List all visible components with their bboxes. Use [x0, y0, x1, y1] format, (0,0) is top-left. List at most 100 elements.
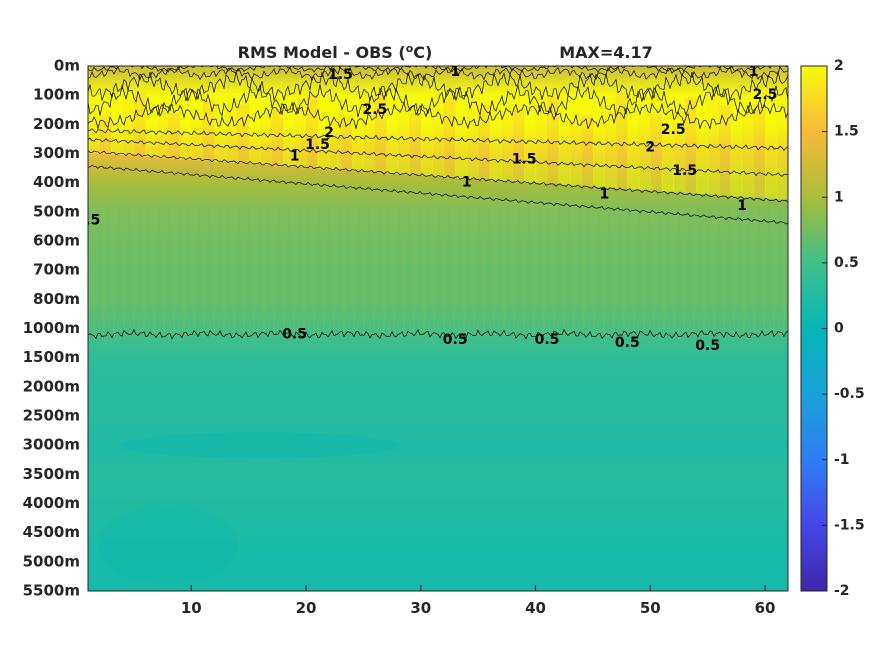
- field-column: [753, 107, 766, 198]
- colorbar-tick-label: 0: [834, 321, 844, 337]
- field-stripe: [88, 206, 90, 338]
- field-stripe: [693, 206, 695, 338]
- field-stripe: [213, 206, 215, 338]
- field-stripe: [783, 206, 785, 338]
- field-stripe: [648, 206, 650, 338]
- field-column: [489, 113, 502, 181]
- field-stripe: [193, 206, 195, 338]
- field-column: [271, 108, 284, 166]
- y-tick-label: 4500m: [23, 523, 80, 541]
- field-stripe: [698, 206, 700, 338]
- field-column: [719, 105, 732, 196]
- field-stripe: [558, 206, 560, 338]
- field-stripe: [153, 206, 155, 338]
- field-stripe: [103, 206, 105, 338]
- field-stripe: [553, 206, 555, 338]
- contour-line: [88, 149, 788, 203]
- field-column: [386, 95, 399, 174]
- contour-line: [88, 84, 788, 118]
- contour-label: 1: [290, 148, 300, 164]
- field-stripe: [473, 206, 475, 338]
- contour-label: 0.5: [615, 335, 640, 351]
- field-column: [179, 115, 192, 160]
- field-stripe: [398, 206, 400, 338]
- x-axis-ticks: 10 20 30 40 50 60: [181, 585, 775, 617]
- field-stripe: [758, 206, 760, 338]
- contour-label: 1: [737, 198, 747, 214]
- field-column: [99, 115, 112, 155]
- field-stripe: [468, 206, 470, 338]
- field-stripe: [673, 206, 675, 338]
- field-column: [615, 92, 628, 189]
- field-stripe: [278, 206, 280, 338]
- field-stripe: [658, 206, 660, 338]
- field-stripe: [718, 206, 720, 338]
- field-stripe: [408, 206, 410, 338]
- field-stripe: [603, 206, 605, 338]
- colorbar-tick-label: 1.5: [834, 124, 859, 140]
- contour-label: 0.5: [282, 326, 307, 342]
- contour-label: 1: [450, 64, 460, 80]
- field-texture: [88, 92, 788, 585]
- field-stripe: [568, 206, 570, 338]
- field-stripe: [418, 206, 420, 338]
- field-stripe: [133, 206, 135, 338]
- field-stripe: [573, 206, 575, 338]
- y-tick-label: 2000m: [23, 377, 80, 395]
- contour-line: [88, 100, 788, 130]
- field-stripe: [223, 206, 225, 338]
- contour-label: 0.5: [76, 213, 101, 229]
- field-stripe: [618, 206, 620, 338]
- field-stripe: [528, 206, 530, 338]
- field-stripe: [393, 206, 395, 338]
- field-stripe: [388, 206, 390, 338]
- field-stripe: [763, 206, 765, 338]
- field-stripe: [753, 206, 755, 338]
- field-column: [547, 95, 560, 185]
- field-stripe: [488, 206, 490, 338]
- field-stripe: [243, 206, 245, 338]
- field-stripe: [168, 206, 170, 338]
- field-column: [156, 104, 169, 159]
- field-stripe: [203, 206, 205, 338]
- title-suffix: C): [413, 43, 432, 62]
- field-stripe: [678, 206, 680, 338]
- field-stripe: [343, 206, 345, 338]
- field-stripe: [508, 206, 510, 338]
- field-column: [111, 108, 124, 155]
- field-stripe: [423, 206, 425, 338]
- colorbar-tick-label: 2: [834, 58, 844, 74]
- field-stripe: [778, 206, 780, 338]
- colorbar-tick-label: -1: [834, 452, 850, 468]
- y-tick-label: 400m: [33, 173, 80, 191]
- field-stripe: [498, 206, 500, 338]
- field-stripe: [428, 206, 430, 338]
- y-tick-label: 500m: [33, 202, 80, 220]
- field-stripe: [478, 206, 480, 338]
- field-stripe: [458, 206, 460, 338]
- field-stripe: [318, 206, 320, 338]
- field-stripe: [208, 206, 210, 338]
- field-column: [260, 115, 273, 165]
- field-column: [524, 97, 537, 183]
- colorbar-ticks: 2 1.5 1 0.5 0 -0.5 -1 -1.5 -2: [822, 58, 865, 599]
- field-stripe: [198, 206, 200, 338]
- y-tick-label: 800m: [33, 290, 80, 308]
- field-column: [455, 92, 468, 178]
- x-tick-label: 20: [296, 599, 317, 617]
- field-stripe: [163, 206, 165, 338]
- y-tick-label: 0m: [54, 57, 80, 75]
- field-stripe: [613, 206, 615, 338]
- field-stripe: [148, 206, 150, 338]
- field-stripe: [723, 206, 725, 338]
- field-stripe: [663, 206, 665, 338]
- contour-label: 1: [462, 175, 472, 191]
- field-column: [581, 115, 594, 187]
- field-stripe: [238, 206, 240, 338]
- field-stripe: [138, 206, 140, 338]
- field-column: [650, 113, 663, 191]
- field-stripe: [463, 206, 465, 338]
- field-stripe: [248, 206, 250, 338]
- field-stripe: [98, 206, 100, 338]
- field-stripe: [178, 206, 180, 338]
